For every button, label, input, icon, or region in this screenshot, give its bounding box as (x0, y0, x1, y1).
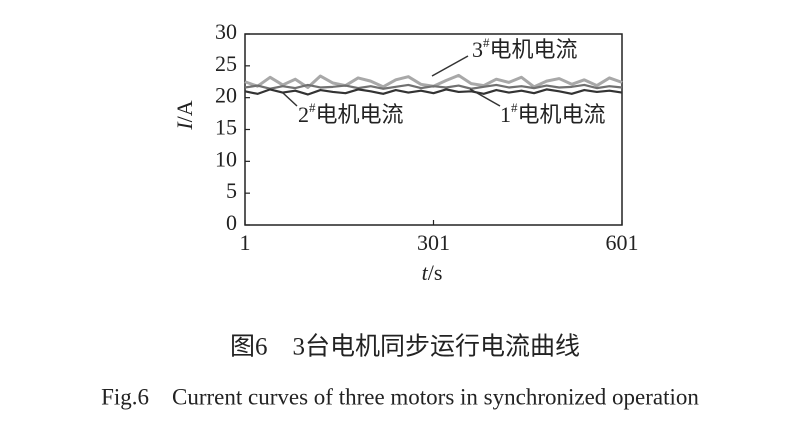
y-tick-label: 30 (215, 19, 237, 44)
y-tick-label: 0 (226, 210, 237, 235)
caption-zh: 图6 3台电机同步运行电流曲线 (230, 333, 580, 361)
y-tick-label: 10 (215, 146, 237, 171)
y-tick-label: 15 (215, 115, 237, 140)
annotation: 1#电机电流 (500, 100, 606, 127)
series-line (244, 88, 623, 96)
leader-line (282, 92, 298, 107)
y-tick-label: 20 (215, 83, 237, 108)
y-tick-label: 25 (215, 51, 237, 76)
y-tick-label: 5 (226, 178, 237, 203)
caption-en: Fig.6 Current curves of three motors in … (101, 384, 699, 409)
x-tick-label: 1 (240, 230, 251, 255)
y-axis-label: I/A (172, 100, 197, 130)
leader-line (469, 88, 501, 107)
x-tick-label: 301 (417, 230, 450, 255)
x-tick-label: 601 (606, 230, 639, 255)
annotation: 3#电机电流 (472, 35, 578, 62)
series-line (244, 83, 623, 90)
plot-frame (244, 33, 623, 226)
annotation: 2#电机电流 (298, 100, 404, 127)
leader-line (431, 55, 469, 77)
x-axis-label: t/s (422, 260, 443, 285)
